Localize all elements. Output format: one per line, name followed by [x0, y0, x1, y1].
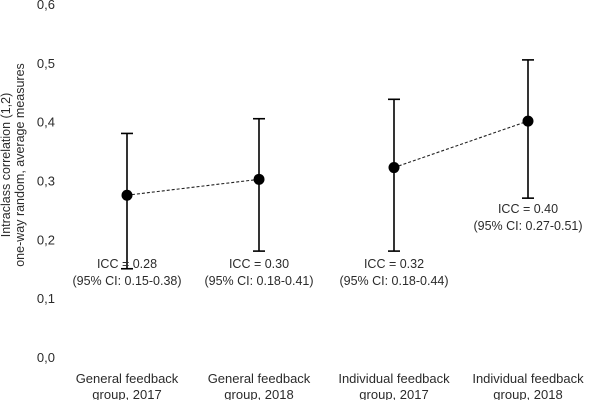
x-category-label: Individual feedback	[338, 371, 450, 386]
y-tick-label: 0,3	[37, 174, 55, 189]
icc-annotation-line: (95% CI: 0.18-0.41)	[204, 274, 313, 288]
y-tick-label: 0,2	[37, 232, 55, 247]
x-category-label: Individual feedback	[472, 371, 584, 386]
icc-annotation-line: ICC = 0.32	[364, 257, 424, 271]
series-connecting-line	[393, 120, 529, 169]
icc-annotation-line: ICC = 0.28	[97, 257, 157, 271]
icc-annotation-line: (95% CI: 0.15-0.38)	[72, 274, 181, 288]
data-point	[388, 162, 400, 174]
x-category-label: group, 2017	[359, 387, 428, 400]
icc-annotation-line: ICC = 0.40	[498, 202, 558, 216]
y-tick-label: 0,0	[37, 350, 55, 365]
y-axis-title: Intraclass correlation (1,2) one-way ran…	[0, 63, 27, 267]
x-category-label: group, 2017	[92, 387, 161, 400]
x-category-label: General feedback	[76, 371, 179, 386]
y-axis-title-line-2: one-way random, average measures	[13, 63, 27, 267]
icc-annotation-line: (95% CI: 0.27-0.51)	[473, 219, 582, 233]
data-points	[121, 115, 534, 201]
icc-annotation-line: ICC = 0.30	[229, 257, 289, 271]
y-axis-title-line-1: Intraclass correlation (1,2)	[0, 93, 13, 238]
icc-annotations: ICC = 0.28 (95% CI: 0.15-0.38) ICC = 0.30 (…	[72, 202, 582, 288]
y-tick-label: 0,4	[37, 115, 55, 130]
x-category-label: group, 2018	[493, 387, 562, 400]
y-tick-label: 0,1	[37, 291, 55, 306]
connecting-lines	[126, 120, 529, 196]
y-tick-labels: 0,0 0,1 0,2 0,3 0,4 0,5 0,6	[37, 0, 55, 365]
x-category-label: group, 2018	[224, 387, 293, 400]
data-point	[121, 189, 133, 201]
series-connecting-line	[126, 178, 260, 196]
data-point	[522, 115, 534, 127]
data-point	[253, 173, 265, 185]
icc-annotation-line: (95% CI: 0.18-0.44)	[339, 274, 448, 288]
x-category-label: General feedback	[208, 371, 311, 386]
y-tick-label: 0,5	[37, 56, 55, 71]
y-tick-label: 0,6	[37, 0, 55, 12]
error-bars	[121, 59, 534, 270]
